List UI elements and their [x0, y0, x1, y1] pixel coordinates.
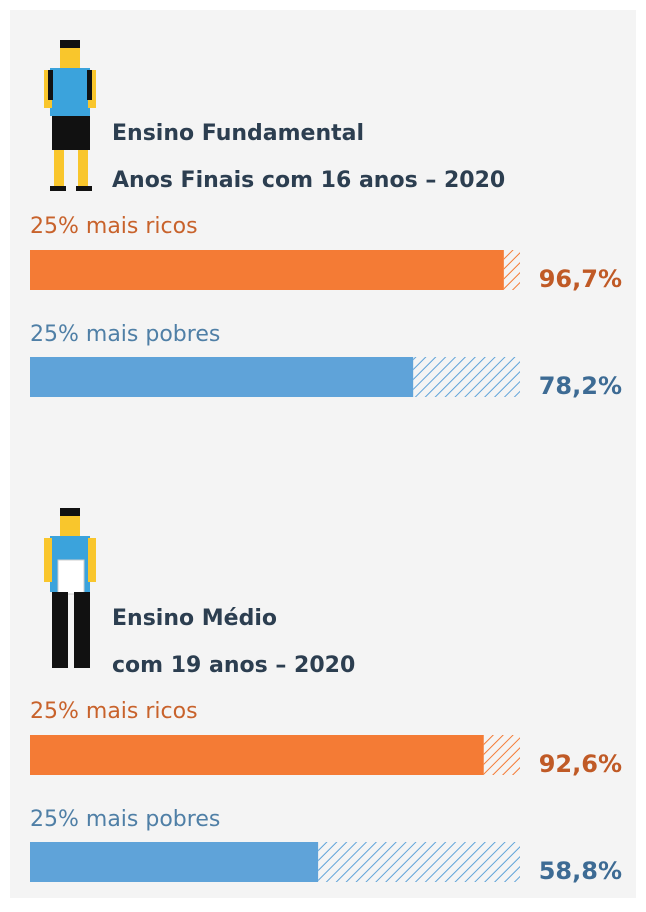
bar-remainder — [413, 357, 520, 397]
chart-subtitle: com 19 anos – 2020 — [112, 653, 355, 678]
value-label: 96,7% — [539, 265, 622, 293]
bar — [30, 735, 484, 775]
category-label: 25% mais ricos — [30, 214, 198, 239]
bar — [30, 357, 413, 397]
bar — [30, 250, 504, 290]
bar-remainder — [504, 250, 520, 290]
category-label: 25% mais pobres — [30, 807, 220, 832]
bar-remainder — [484, 735, 520, 775]
category-label: 25% mais ricos — [30, 699, 198, 724]
chart-title: Ensino Médio — [112, 606, 277, 631]
chart-title: Ensino Fundamental — [112, 121, 364, 146]
infographic: Ensino Fundamental Anos Finais com 16 ano… — [0, 0, 646, 908]
bar — [30, 842, 318, 882]
chart-subtitle: Anos Finais com 16 anos – 2020 — [112, 168, 505, 193]
value-label: 58,8% — [539, 857, 622, 885]
value-label: 92,6% — [539, 750, 622, 778]
value-label: 78,2% — [539, 372, 622, 400]
bar-remainder — [318, 842, 520, 882]
category-label: 25% mais pobres — [30, 322, 220, 347]
